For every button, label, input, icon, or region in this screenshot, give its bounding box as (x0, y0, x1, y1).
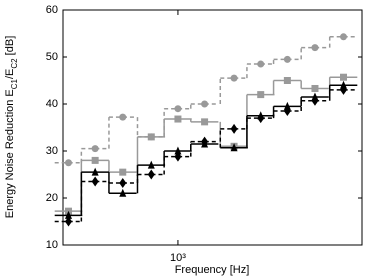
marker (64, 216, 72, 227)
marker (119, 113, 127, 121)
plot-frame (62, 9, 363, 246)
marker (283, 55, 291, 63)
marker (201, 136, 209, 147)
marker (201, 100, 209, 108)
marker (311, 84, 319, 92)
marker (91, 156, 99, 164)
marker (91, 176, 99, 187)
x-axis-label: Frequency [Hz] (175, 264, 250, 276)
x-tick-label: 10³ (170, 252, 186, 264)
marker (147, 160, 155, 169)
marker (340, 84, 348, 95)
marker (283, 77, 291, 84)
marker (257, 60, 265, 68)
marker (311, 95, 319, 106)
marker (64, 159, 72, 167)
marker (257, 91, 265, 99)
marker (230, 143, 238, 152)
marker (119, 168, 127, 176)
y-axis-label-part: /E (4, 69, 16, 79)
marker (147, 169, 155, 180)
y-tick-label: 30 (46, 145, 58, 157)
marker (147, 133, 155, 141)
y-axis-label-part: Energy Noise Reduction E (4, 89, 16, 218)
marker (230, 74, 238, 82)
y-tick-label: 60 (46, 4, 58, 16)
marker (201, 118, 209, 126)
y-tick-label: 40 (46, 98, 58, 110)
marker (257, 113, 265, 124)
marker (174, 146, 182, 155)
marker (283, 106, 291, 117)
marker (119, 188, 127, 197)
marker (340, 73, 348, 81)
y-axis-label-part: [dB] (4, 36, 16, 59)
y-tick-label: 10 (46, 239, 58, 251)
marker (119, 177, 127, 188)
marker (311, 44, 319, 52)
y-axis-label: Energy Noise Reduction EC1/EC2 [dB] (4, 36, 19, 219)
marker (174, 115, 182, 123)
marker (64, 210, 72, 219)
y-tick-label: 20 (46, 192, 58, 204)
marker (174, 151, 182, 162)
y-axis-label-part: C2 (10, 58, 19, 69)
marker (174, 105, 182, 113)
y-axis-label-part: C1 (10, 78, 19, 89)
marker (91, 167, 99, 176)
marker (340, 33, 348, 41)
marker (340, 80, 348, 89)
marker (283, 101, 291, 110)
y-tick-label: 50 (46, 51, 58, 63)
marker (230, 123, 238, 134)
marker (91, 145, 99, 153)
